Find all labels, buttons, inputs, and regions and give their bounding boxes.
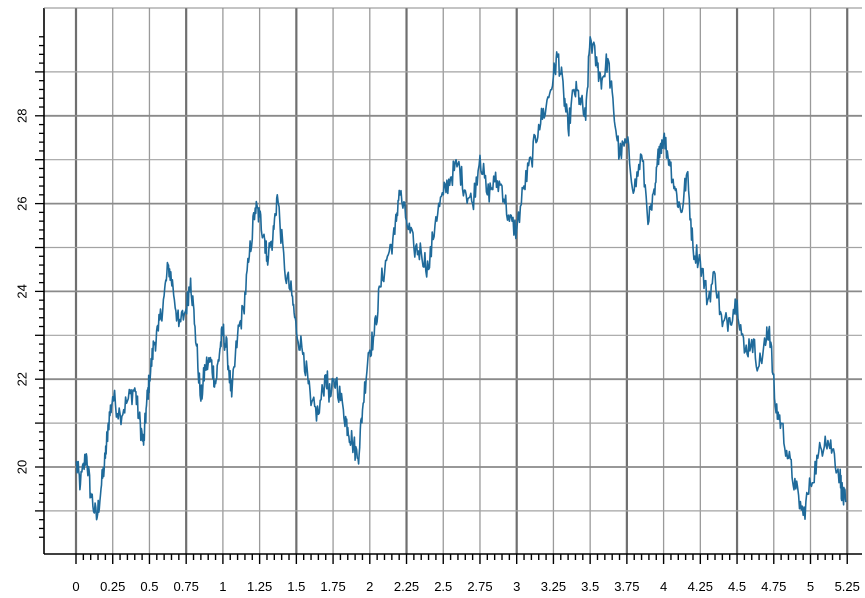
y-tick-label: 26: [15, 196, 30, 210]
x-tick-label: 3.5: [581, 579, 599, 594]
plot-background: [44, 8, 862, 554]
y-axis-ticks: 20 22 24 26 28: [15, 36, 44, 538]
series-line: [75, 35, 847, 521]
x-tick-label: 0.25: [100, 579, 125, 594]
x-tick-label: 3.25: [541, 579, 566, 594]
x-tick-label: 2.5: [434, 579, 452, 594]
x-tick-label: 4.75: [761, 579, 786, 594]
x-tick-label: 5: [807, 579, 814, 594]
grid-lines: [44, 8, 862, 554]
x-tick-label: 2.25: [394, 579, 419, 594]
x-tick-label: 3: [513, 579, 520, 594]
y-tick-label: 22: [15, 372, 30, 386]
x-tick-label: 0: [72, 579, 79, 594]
x-tick-label: 0.5: [140, 579, 158, 594]
x-tick-label: 1.5: [287, 579, 305, 594]
x-axis-ticks: 0 0.25 0.5 0.75 1 1.25 1.5 1.75 2 2.25 2.5 2.75 3 3.2…: [72, 554, 860, 594]
y-tick-label: 28: [15, 109, 30, 123]
y-tick-label: 20: [15, 460, 30, 474]
axes: [43, 7, 862, 555]
x-tick-label: 2: [366, 579, 373, 594]
y-tick-label: 24: [15, 284, 30, 298]
x-tick-label: 2.75: [467, 579, 492, 594]
x-tick-label: 4.25: [688, 579, 713, 594]
x-tick-label: 1.25: [247, 579, 272, 594]
x-tick-label: 1.75: [320, 579, 345, 594]
series-layer: [75, 35, 847, 521]
x-tick-label: 5.25: [835, 579, 860, 594]
x-tick-label: 3.75: [614, 579, 639, 594]
x-tick-label: 4: [660, 579, 667, 594]
x-tick-label: 0.75: [174, 579, 199, 594]
x-tick-label: 1: [219, 579, 226, 594]
x-tick-label: 4.5: [728, 579, 746, 594]
